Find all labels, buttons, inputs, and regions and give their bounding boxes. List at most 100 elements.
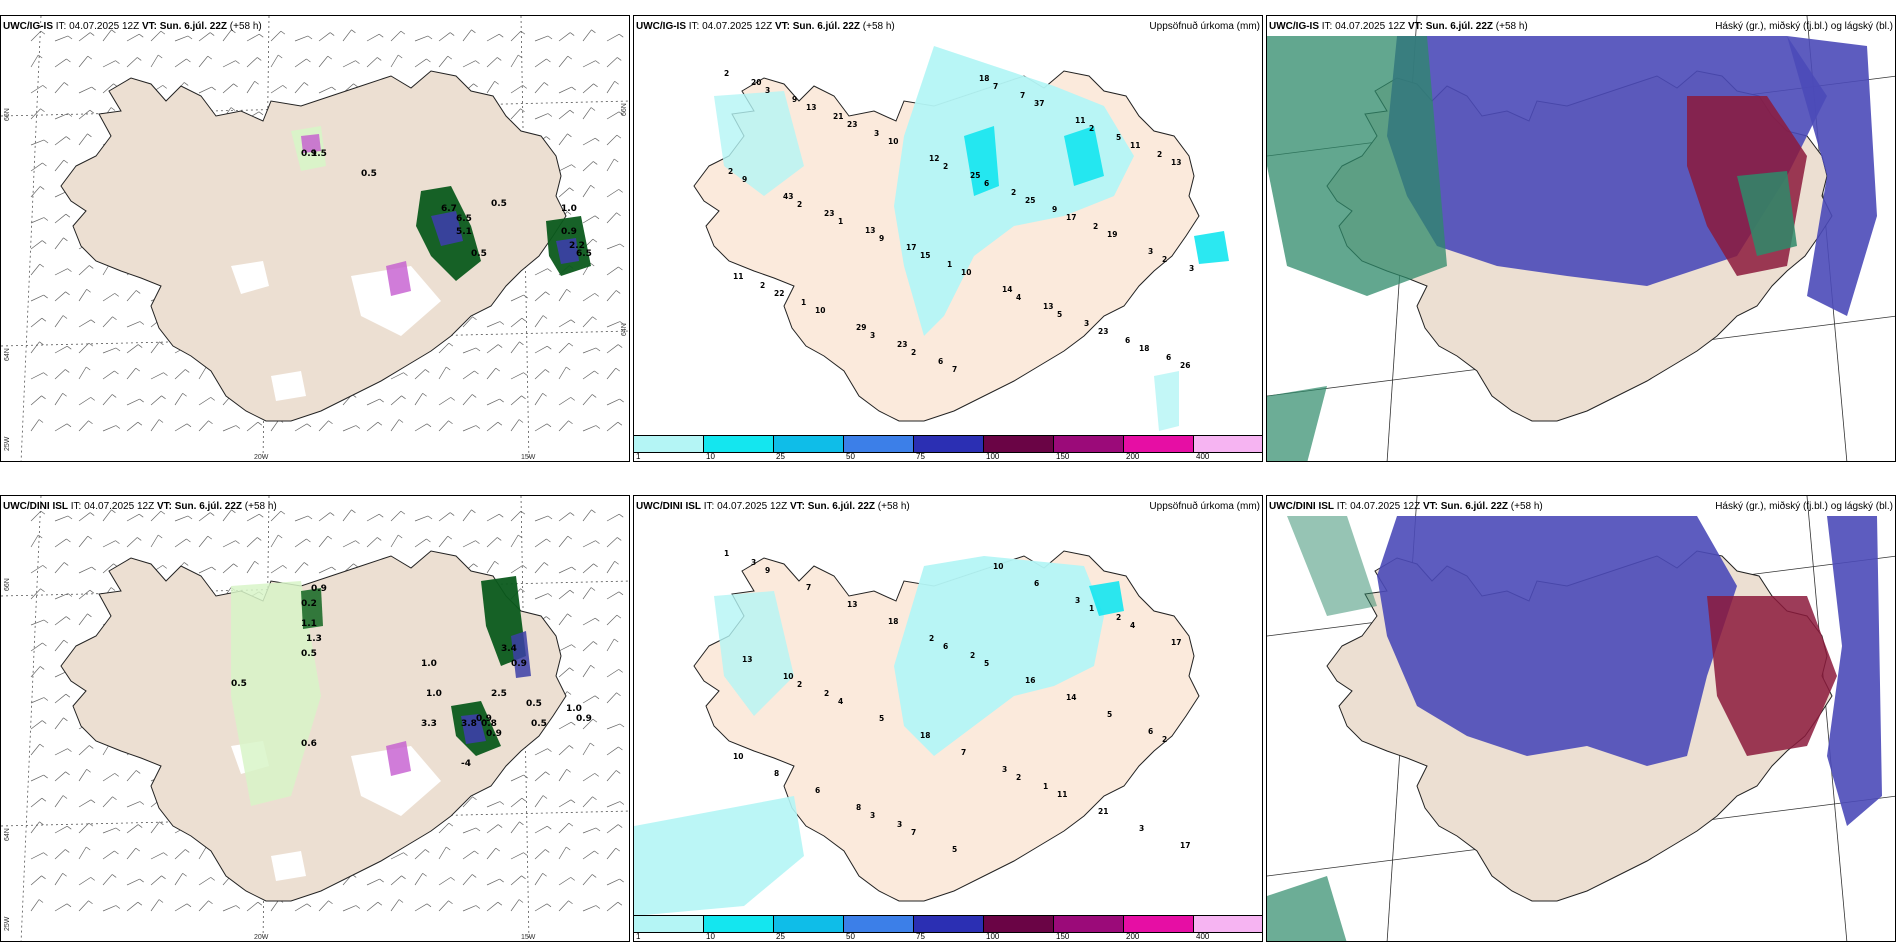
wind-barb-flag	[67, 515, 73, 520]
wind-barb-flag	[41, 395, 46, 400]
wind-barb	[486, 537, 498, 548]
precip-amount-label: 1	[801, 298, 806, 307]
wind-barb	[462, 827, 477, 834]
wind-barb-flag	[499, 398, 504, 403]
wind-barb	[150, 30, 162, 42]
wind-barb-flag	[594, 293, 599, 297]
wind-barb-flag	[235, 905, 241, 909]
wind-barb-flag	[543, 82, 549, 86]
wind-barb-flag	[87, 613, 92, 618]
wind-barb	[534, 771, 546, 782]
wind-barb-flag	[282, 85, 287, 89]
wind-barb	[510, 372, 524, 380]
wind-barb	[30, 395, 42, 406]
wind-barb	[30, 899, 40, 912]
wind-barb	[390, 419, 400, 432]
wind-barb	[486, 367, 497, 380]
wind-barb	[366, 398, 380, 406]
graticule-line	[20, 496, 42, 941]
wind-barb-flag	[545, 849, 550, 853]
wind-barb	[462, 60, 476, 68]
wind-barb	[510, 852, 524, 860]
wind-barb	[78, 420, 89, 432]
precip-amount-label: 1	[838, 217, 843, 226]
wind-barb	[30, 642, 43, 652]
wind-barb-flag	[185, 849, 190, 853]
wind-barb-flag	[595, 137, 600, 142]
wind-barb-flag	[88, 822, 94, 827]
precip-amount-label: 9	[879, 234, 884, 243]
precip-amount-label: 15	[920, 251, 930, 260]
wind-barb-flag	[207, 535, 213, 540]
wind-barb-flag	[87, 133, 92, 138]
wind-barb	[30, 54, 39, 68]
wind-barb	[30, 294, 44, 302]
wind-barb-flag	[591, 29, 596, 34]
precip-amount-label: 4	[1130, 621, 1135, 630]
precip-amount-label: 5	[1107, 710, 1112, 719]
wind-barb	[462, 850, 475, 860]
precip-amount-label: 3	[1002, 765, 1007, 774]
panel-title: UWC/IG-IS IT: 04.07.2025 12Z VT: Sun. 6.…	[1269, 21, 1528, 32]
wind-barb	[414, 393, 423, 406]
wind-barb-flag	[593, 161, 598, 165]
precip-value-label: 0.5	[231, 679, 247, 689]
wind-barb	[486, 398, 500, 406]
wind-barb-flag	[545, 136, 551, 140]
legend-swatch	[984, 916, 1054, 932]
wind-barb	[510, 108, 521, 120]
precip-value-label: 6.5	[456, 214, 472, 224]
wind-barb	[582, 742, 591, 756]
wind-barb	[558, 535, 569, 548]
wind-barb	[342, 60, 356, 68]
wind-barb	[582, 509, 592, 522]
wind-barb-flag	[66, 423, 72, 428]
wind-barb-flag	[617, 537, 622, 541]
wind-barb-flag	[39, 263, 45, 268]
wind-barb	[54, 562, 65, 574]
lon-label-15: 15W	[521, 454, 536, 461]
wind-barb	[606, 243, 621, 250]
wind-barb-flag	[62, 315, 68, 319]
precip-amount-label: 2	[943, 162, 948, 171]
precip-amount-label: 13	[1171, 158, 1181, 167]
wind-barb-flag	[161, 395, 166, 400]
wind-barb	[270, 510, 282, 522]
wind-barb	[534, 58, 547, 68]
precip-amount-label: 2	[1116, 613, 1121, 622]
wind-barb	[78, 613, 88, 626]
wind-barb	[486, 57, 498, 68]
wind-barb	[246, 81, 255, 94]
wind-barb-flag	[89, 109, 95, 114]
wind-barb	[30, 697, 45, 704]
precip-amount-label: 43	[783, 192, 793, 201]
wind-barb-flag	[475, 347, 481, 352]
wind-barb	[30, 263, 41, 276]
wind-barb	[174, 393, 183, 406]
precip-value-label: 0.5	[491, 199, 507, 209]
legend-swatch	[1194, 916, 1262, 932]
panel-title: UWC/DINI ISL IT: 04.07.2025 12Z VT: Sun.…	[3, 501, 277, 512]
wind-barb-flag	[422, 872, 427, 877]
legend-swatch	[704, 436, 774, 452]
wind-barb	[54, 616, 67, 626]
wind-barb-flag	[63, 562, 69, 566]
wind-barb	[54, 136, 67, 146]
wind-barb-flag	[594, 215, 600, 220]
precip-amount-label: 13	[1043, 302, 1053, 311]
precip-amount-label: 16	[1025, 676, 1035, 685]
wind-barb	[366, 537, 378, 548]
wind-barb-flag	[67, 35, 73, 40]
precip-area-intense	[431, 211, 463, 246]
wind-barb-flag	[259, 33, 264, 38]
precip-amount-label: 7	[1020, 91, 1025, 100]
wind-barb-flag	[65, 616, 71, 620]
wind-barb-flag	[547, 113, 553, 117]
wind-barb-flag	[182, 392, 187, 397]
wind-barb-flag	[595, 827, 601, 832]
wind-barb	[606, 266, 619, 276]
wind-barb	[510, 419, 520, 432]
wind-barb-flag	[115, 425, 121, 429]
precip-amount-label: 2	[970, 651, 975, 660]
precip-amount-label: 2	[1093, 222, 1098, 231]
